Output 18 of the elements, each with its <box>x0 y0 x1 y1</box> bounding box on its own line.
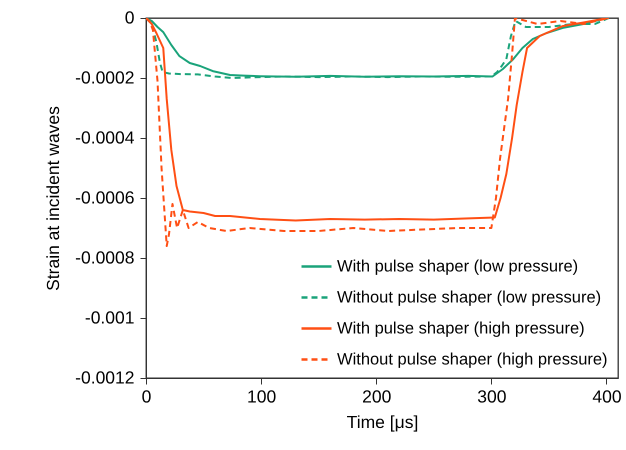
x-tick-label: 0 <box>142 386 152 406</box>
y-axis-title: Strain at incident waves <box>43 106 64 291</box>
y-tick-label: -0.0002 <box>75 68 134 88</box>
legend-label: Without pulse shaper (high pressure) <box>337 350 608 368</box>
y-tick-label: -0.0012 <box>75 368 134 388</box>
x-tick-label: 300 <box>477 386 507 406</box>
legend-label: With pulse shaper (high pressure) <box>337 320 585 338</box>
x-axis-title: Time [μs] <box>346 412 418 432</box>
y-tick-label: -0.0008 <box>75 248 134 268</box>
y-tick-label: -0.001 <box>84 308 134 328</box>
x-tick-label: 400 <box>592 386 622 406</box>
x-tick-label: 100 <box>247 386 276 406</box>
y-tick-label: -0.0006 <box>75 188 134 208</box>
y-tick-label: 0 <box>124 8 135 28</box>
x-tick-label: 200 <box>362 386 392 406</box>
legend-label: Without pulse shaper (low pressure) <box>337 288 602 306</box>
legend-label: With pulse shaper (low pressure) <box>337 258 578 276</box>
y-tick-label: -0.0004 <box>75 128 135 148</box>
